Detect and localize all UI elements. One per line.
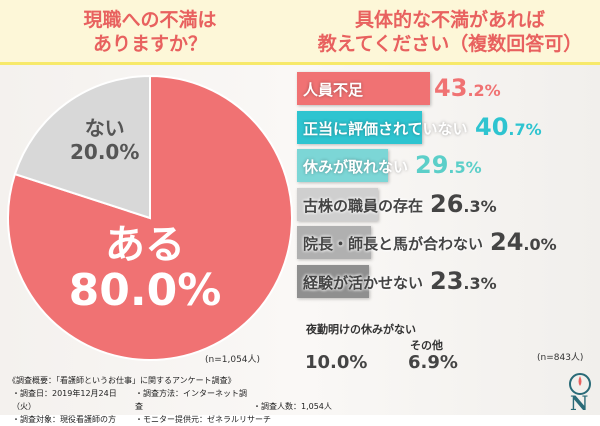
slice-label: ない	[84, 116, 125, 140]
footer-provider: ・モニター提供元：ゼネラルリサーチ	[135, 415, 271, 424]
pie-chart	[7, 74, 293, 361]
pie-slice-1	[13, 74, 151, 220]
bar-label-other: その他	[410, 339, 443, 352]
footer-count: ・調査人数：1,054人	[253, 402, 332, 411]
bar-1	[297, 110, 423, 144]
slice-value: 20.0%	[70, 140, 140, 164]
footer-method: ・調査方法：インターネット調査	[135, 389, 247, 411]
label: 夜勤明けの休みがない	[306, 323, 416, 336]
left-title-line1: 現職への不満は	[83, 9, 217, 31]
right-title-line1: 具体的な不満があれば	[354, 9, 545, 31]
left-title: 現職への不満は ありますか？	[20, 8, 280, 56]
pie-label-nai: ない 20.0%	[70, 118, 139, 162]
bar-value: 26.3%	[430, 189, 497, 218]
logo-icon: N	[569, 373, 591, 414]
bar-2	[297, 149, 388, 182]
bar-label: 院長・師長と馬が合わない	[303, 235, 484, 253]
bar-label: 休みが取れない	[303, 158, 409, 176]
bar-n-note: (n=843人)	[537, 353, 584, 363]
bar-3	[297, 187, 378, 221]
bar-value-other: 6.9%	[408, 352, 458, 373]
bar-value: 40.7%	[475, 112, 542, 141]
footer-date: ・調査日：2019年12月24日（火）	[12, 389, 117, 411]
bar-value: 23.3%	[430, 266, 497, 295]
svg-text:N: N	[570, 391, 588, 414]
slice-value: 80.0%	[68, 265, 222, 316]
bar-value: 43.2%	[434, 74, 501, 102]
bar-label-yakin: 夜勤明けの休みがない	[306, 322, 416, 337]
bar-0	[297, 72, 431, 105]
bar-label: 経験が活かせない	[303, 273, 424, 292]
pie-n-note: (n=1,054人)	[205, 355, 261, 365]
right-title: 具体的な不満があれば 教えてください（複数回答可）	[300, 8, 600, 56]
bar-label: 古株の職員の存在	[303, 196, 424, 215]
slice-label: ある	[105, 222, 185, 268]
header-band	[0, 0, 600, 65]
bar-label: 人員不足	[303, 81, 364, 99]
right-title-line2: 教えてください（複数回答可）	[317, 33, 583, 55]
bar-label: 正当に評価されていない	[303, 119, 468, 138]
footer-title: 《調査概要：「看護師というお仕事」に関するアンケート調査》	[8, 376, 236, 385]
bar-5	[297, 264, 369, 298]
bar-4	[297, 226, 371, 259]
survey-footer: 《調査概要：「看護師というお仕事」に関するアンケート調査》 ・調査日：2019年…	[0, 374, 600, 426]
pie-label-aru: ある 80.0%	[55, 225, 235, 313]
bar-value: 29.5%	[415, 151, 482, 179]
left-title-line2: ありますか？	[92, 33, 207, 55]
bar-value: 24.0%	[490, 228, 557, 256]
bar-value-yakin: 10.0%	[305, 352, 368, 373]
